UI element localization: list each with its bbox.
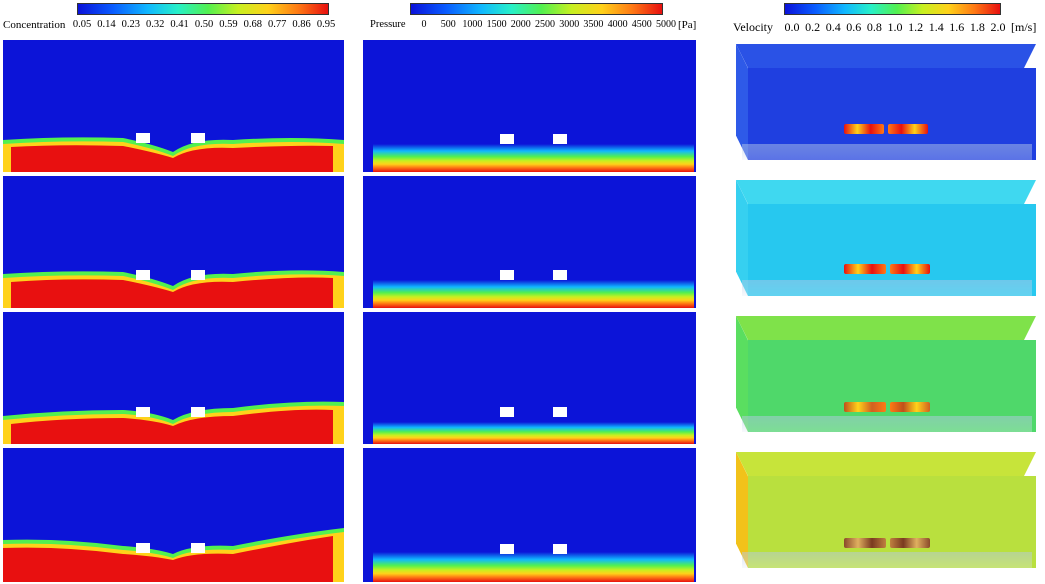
concentration-tick: 0.59 [219, 19, 238, 30]
concentration-tick: 0.14 [97, 19, 116, 30]
vehicle-obstacle [553, 134, 567, 144]
pressure-gradient [373, 144, 694, 172]
vehicle-obstacle [136, 270, 150, 280]
vehicle-obstacle [136, 407, 150, 417]
pressure-tick: 1500 [486, 19, 507, 30]
pressure-gradient [373, 280, 694, 308]
velocity-box-side [736, 452, 748, 568]
vehicle-obstacle [500, 407, 514, 417]
concentration-tick: 0.05 [72, 19, 92, 30]
velocity-box-base [742, 416, 1032, 432]
pressure-tick: 500 [440, 19, 456, 30]
pressure-unit: [Pa] [678, 19, 697, 31]
concentration-tick: 0.41 [170, 19, 189, 30]
velocity-tick: 0.0 [784, 20, 800, 34]
concentration-tick: 0.50 [194, 19, 214, 30]
vehicle-obstacle [191, 407, 205, 417]
vehicle-obstacle [553, 270, 567, 280]
concentration-field [3, 270, 344, 308]
pressure-tick: 1000 [462, 19, 483, 30]
velocity-tick: 1.0 [887, 20, 903, 34]
velocity-box-top [736, 452, 1036, 476]
concentration-field [3, 528, 344, 582]
pressure-tick: 3000 [559, 19, 580, 30]
velocity-tick: 2.0 [990, 20, 1006, 34]
pressure-tick: 2000 [510, 19, 531, 30]
vehicle-model [890, 402, 930, 412]
vehicle-obstacle [136, 133, 150, 143]
velocity-tick: 1.2 [908, 20, 924, 34]
pressure-panel-4 [363, 448, 696, 582]
vehicle-obstacle [191, 133, 205, 143]
velocity-tick: 1.4 [928, 20, 944, 34]
vehicle-obstacle [500, 544, 514, 554]
concentration-field [3, 401, 344, 444]
velocity-colorbar [784, 3, 1001, 15]
pressure-tick: 3500 [583, 19, 604, 30]
velocity-box-top [736, 316, 1036, 340]
vehicle-model [890, 264, 930, 274]
concentration-colorbar [77, 3, 329, 15]
pressure-gradient [373, 552, 694, 582]
velocity-tick: 0.4 [825, 20, 841, 34]
vehicle-obstacle [553, 544, 567, 554]
concentration-field [3, 137, 344, 172]
velocity-tick: 0.2 [805, 20, 821, 34]
pressure-panel-1 [363, 40, 696, 172]
concentration-tick: 0.23 [121, 19, 140, 30]
vehicle-model [888, 124, 928, 134]
concentration-panel-3 [3, 312, 344, 444]
pressure-tick: 2500 [535, 19, 555, 30]
vehicle-model [890, 538, 930, 548]
concentration-tick: 0.95 [316, 19, 336, 30]
vehicle-obstacle [136, 543, 150, 553]
velocity-box-side [736, 316, 748, 432]
velocity-box-base [742, 552, 1032, 568]
vehicle-model [844, 124, 884, 134]
vehicle-obstacle [191, 270, 205, 280]
concentration-tick: 0.77 [268, 19, 287, 30]
vehicle-obstacle [191, 543, 205, 553]
velocity-label: Velocity [733, 20, 773, 34]
pressure-tick: 4500 [631, 19, 652, 30]
vehicle-obstacle [500, 270, 514, 280]
velocity-box-side [736, 180, 748, 296]
velocity-unit: [m/s] [1011, 20, 1037, 34]
velocity-tick: 1.8 [969, 20, 985, 34]
pressure-panel-2 [363, 176, 696, 308]
velocity-tick: 0.8 [866, 20, 882, 34]
velocity-box-top [736, 180, 1036, 204]
velocity-box-base [742, 280, 1032, 296]
concentration-tick: 0.68 [243, 19, 262, 30]
vehicle-model [844, 402, 886, 412]
velocity-box-side [736, 44, 748, 160]
vehicle-obstacle [553, 407, 567, 417]
velocity-tick: 1.6 [949, 20, 965, 34]
pressure-colorbar [410, 3, 663, 15]
concentration-panel-4 [3, 448, 344, 582]
concentration-panel-1 [3, 40, 344, 172]
pressure-panel-3 [363, 312, 696, 444]
vehicle-model [844, 264, 886, 274]
pressure-tick: 5000 [656, 19, 676, 30]
pressure-gradient [373, 422, 694, 444]
pressure-tick: 4000 [607, 19, 628, 30]
vehicle-model [844, 538, 886, 548]
vehicle-obstacle [500, 134, 514, 144]
velocity-box-base [742, 144, 1032, 160]
concentration-tick: 0.32 [146, 19, 165, 30]
velocity-box-top [736, 44, 1036, 68]
concentration-panel-2 [3, 176, 344, 308]
pressure-tick: 0 [421, 19, 427, 30]
pressure-label: Pressure [370, 19, 406, 30]
concentration-label: Concentration [3, 19, 66, 31]
velocity-tick: 0.6 [846, 20, 862, 34]
concentration-tick: 0.86 [292, 19, 311, 30]
